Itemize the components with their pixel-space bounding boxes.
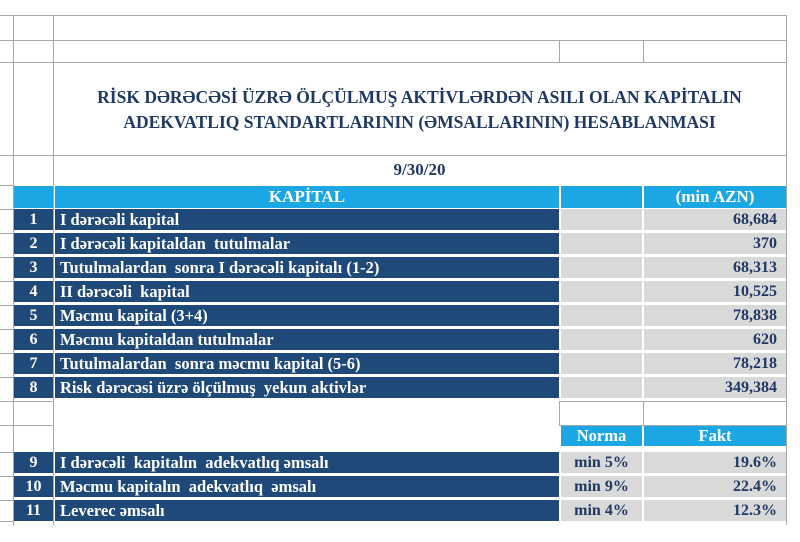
row-value-cell[interactable]: 68,684 bbox=[644, 209, 786, 230]
gridline bbox=[0, 452, 13, 453]
header-kapital-cell[interactable]: KAPİTAL bbox=[55, 186, 559, 208]
row-fakt-cell[interactable]: 19.6% bbox=[644, 452, 786, 473]
gridline bbox=[0, 476, 13, 477]
report-title[interactable]: RİSK DƏRƏCƏSİ ÜZRƏ ÖLÇÜLMUŞ AKTİVLƏRDƏN … bbox=[53, 68, 786, 152]
gridline bbox=[0, 425, 53, 426]
row-number-cell[interactable]: 8 bbox=[14, 377, 53, 398]
table-row: 9 I dərəcəli kapitalın adekvatlıq əmsalı… bbox=[0, 452, 786, 473]
row-empty-cell[interactable] bbox=[561, 233, 642, 254]
row-value-cell[interactable]: 78,218 bbox=[644, 353, 786, 374]
row-norma-cell[interactable]: min 5% bbox=[561, 452, 642, 473]
gridline bbox=[0, 401, 53, 402]
row-number-cell[interactable]: 9 bbox=[14, 452, 53, 473]
row-number-cell[interactable]: 4 bbox=[14, 281, 53, 302]
table-row: 7 Tutulmalardan sonra məcmu kapital (5-6… bbox=[0, 353, 786, 374]
norma-header-cell[interactable]: Norma bbox=[561, 426, 642, 446]
gridline bbox=[643, 401, 644, 425]
row-label-cell[interactable]: I dərəcəli kapital bbox=[55, 209, 559, 230]
fakt-header-cell[interactable]: Fakt bbox=[644, 426, 786, 446]
gridline bbox=[786, 15, 787, 525]
row-label-cell[interactable]: Tutulmalardan sonra məcmu kapital (5-6) bbox=[55, 353, 559, 374]
header-corner-cell[interactable] bbox=[14, 186, 53, 208]
table-row: 3 Tutulmalardan sonra I dərəcəli kapital… bbox=[0, 257, 786, 278]
row-empty-cell[interactable] bbox=[561, 353, 642, 374]
gridline bbox=[643, 40, 644, 62]
row-label-cell[interactable]: Məcmu kapitalın adekvatlıq əmsalı bbox=[55, 476, 559, 497]
row-empty-cell[interactable] bbox=[561, 377, 642, 398]
gridline bbox=[0, 209, 13, 210]
row-label-cell[interactable]: I dərəcəli kapitaldan tutulmalar bbox=[55, 233, 559, 254]
row-label-cell[interactable]: Leverec əmsalı bbox=[55, 500, 559, 521]
title-line-1: RİSK DƏRƏCƏSİ ÜZRƏ ÖLÇÜLMUŞ AKTİVLƏRDƏN … bbox=[97, 87, 742, 107]
gridline bbox=[0, 500, 13, 501]
table-row: 8 Risk dərəcəsi üzrə ölçülmuş yekun akti… bbox=[0, 377, 786, 398]
row-fakt-cell[interactable]: 22.4% bbox=[644, 476, 786, 497]
row-norma-cell[interactable]: min 4% bbox=[561, 500, 642, 521]
row-number-cell[interactable]: 1 bbox=[14, 209, 53, 230]
row-number-cell[interactable]: 5 bbox=[14, 305, 53, 326]
row-value-cell[interactable]: 68,313 bbox=[644, 257, 786, 278]
row-value-cell[interactable]: 78,838 bbox=[644, 305, 786, 326]
row-label-cell[interactable]: Məcmu kapital (3+4) bbox=[55, 305, 559, 326]
table-row: 5 Məcmu kapital (3+4) 78,838 bbox=[0, 305, 786, 326]
gridline bbox=[559, 40, 560, 62]
row-value-cell[interactable]: 10,525 bbox=[644, 281, 786, 302]
gridline bbox=[0, 185, 13, 186]
gridline bbox=[0, 15, 786, 16]
table-row: 4 II dərəcəli kapital 10,525 bbox=[0, 281, 786, 302]
row-number-cell[interactable]: 10 bbox=[14, 476, 53, 497]
table-row: 10 Məcmu kapitalın adekvatlıq əmsalı min… bbox=[0, 476, 786, 497]
gridline bbox=[0, 233, 13, 234]
gridline bbox=[0, 62, 786, 63]
gridline bbox=[13, 15, 14, 525]
gridline bbox=[559, 401, 560, 425]
title-line-2: ADEKVATLIQ STANDARTLARININ (ƏMSALLARININ… bbox=[123, 112, 716, 132]
header-empty-cell[interactable] bbox=[561, 186, 642, 208]
gridline bbox=[53, 15, 54, 525]
header-unit-cell[interactable]: (min AZN) bbox=[644, 186, 786, 208]
row-empty-cell[interactable] bbox=[561, 329, 642, 350]
row-label-cell[interactable]: Tutulmalardan sonra I dərəcəli kapitalı … bbox=[55, 257, 559, 278]
row-norma-cell[interactable]: min 9% bbox=[561, 476, 642, 497]
row-fakt-cell[interactable]: 12.3% bbox=[644, 500, 786, 521]
gridline bbox=[0, 377, 13, 378]
row-label-cell[interactable]: II dərəcəli kapital bbox=[55, 281, 559, 302]
row-number-cell[interactable]: 2 bbox=[14, 233, 53, 254]
row-empty-cell[interactable] bbox=[561, 281, 642, 302]
gridline bbox=[0, 257, 13, 258]
row-number-cell[interactable]: 7 bbox=[14, 353, 53, 374]
row-label-cell[interactable]: Məcmu kapitaldan tutulmalar bbox=[55, 329, 559, 350]
row-empty-cell[interactable] bbox=[561, 305, 642, 326]
row-value-cell[interactable]: 620 bbox=[644, 329, 786, 350]
gridline bbox=[0, 521, 13, 522]
table-row: 11 Leverec əmsalı min 4% 12.3% bbox=[0, 500, 786, 521]
gridline bbox=[0, 155, 786, 156]
gridline bbox=[559, 425, 786, 426]
row-number-cell[interactable]: 6 bbox=[14, 329, 53, 350]
row-label-cell[interactable]: Risk dərəcəsi üzrə ölçülmuş yekun aktivl… bbox=[55, 377, 559, 398]
row-empty-cell[interactable] bbox=[561, 209, 642, 230]
row-label-cell[interactable]: I dərəcəli kapitalın adekvatlıq əmsalı bbox=[55, 452, 559, 473]
table-row: 6 Məcmu kapitaldan tutulmalar 620 bbox=[0, 329, 786, 350]
row-value-cell[interactable]: 349,384 bbox=[644, 377, 786, 398]
table-row: 2 I dərəcəli kapitaldan tutulmalar 370 bbox=[0, 233, 786, 254]
gridline bbox=[559, 401, 786, 402]
row-empty-cell[interactable] bbox=[561, 257, 642, 278]
gridline bbox=[0, 305, 13, 306]
date-cell[interactable]: 9/30/20 bbox=[393, 160, 446, 179]
gridline bbox=[0, 329, 13, 330]
gridline bbox=[0, 281, 13, 282]
gridline bbox=[0, 40, 786, 41]
gridline bbox=[0, 353, 13, 354]
row-value-cell[interactable]: 370 bbox=[644, 233, 786, 254]
row-number-cell[interactable]: 11 bbox=[14, 500, 53, 521]
row-number-cell[interactable]: 3 bbox=[14, 257, 53, 278]
table-row: 1 I dərəcəli kapital 68,684 bbox=[0, 209, 786, 230]
